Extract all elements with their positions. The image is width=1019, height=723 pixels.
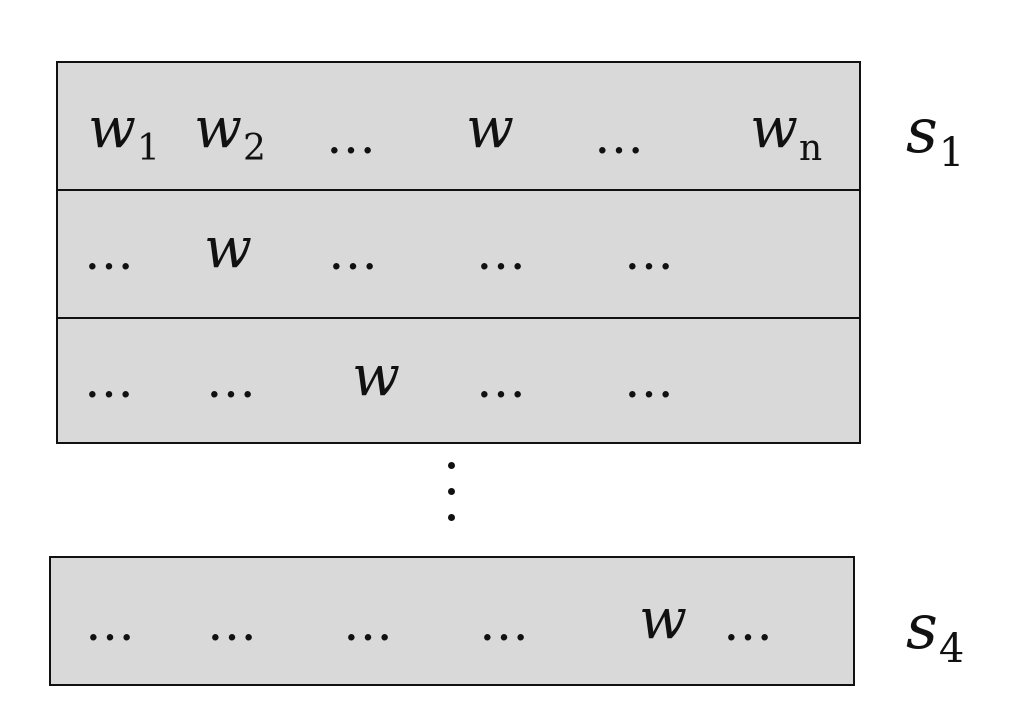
sentence-label-s4: s4	[906, 590, 965, 672]
vertical-ellipsis-dot	[447, 514, 455, 521]
token-w1: w1	[88, 96, 160, 169]
vertical-ellipsis	[445, 462, 457, 540]
ellipsis: …	[594, 107, 647, 165]
ellipsis: …	[624, 223, 677, 281]
ellipsis: …	[326, 107, 379, 165]
ellipsis: …	[84, 351, 137, 409]
token-w2: w2	[194, 96, 266, 169]
sentence-row-3: … … w … …	[58, 317, 859, 442]
ellipsis: …	[476, 223, 529, 281]
token-w: w	[204, 216, 252, 281]
ellipsis: …	[479, 594, 532, 652]
ellipsis: …	[723, 594, 776, 652]
ellipsis: …	[207, 594, 260, 652]
ellipsis: …	[84, 223, 137, 281]
ellipsis: …	[85, 594, 138, 652]
vertical-ellipsis-dot	[447, 488, 455, 495]
sentence-block-top: w1 w2 … w … wn … w … … … … … w … …	[56, 61, 861, 444]
sentence-block-bottom: … … … … w …	[49, 556, 855, 686]
ellipsis: …	[624, 351, 677, 409]
ellipsis: …	[328, 223, 381, 281]
token-w: w	[639, 587, 687, 652]
sentence-row-1: w1 w2 … w … wn	[58, 63, 859, 189]
ellipsis: …	[476, 351, 529, 409]
ellipsis: …	[206, 351, 259, 409]
ellipsis: …	[343, 594, 396, 652]
token-w: w	[466, 96, 514, 161]
token-wn: wn	[750, 96, 823, 169]
token-w: w	[352, 344, 400, 409]
sentence-row-4: … … … … w …	[51, 558, 853, 684]
sentence-row-2: … w … … …	[58, 189, 859, 317]
vertical-ellipsis-dot	[447, 462, 455, 469]
sentence-label-s1: s1	[906, 94, 965, 176]
